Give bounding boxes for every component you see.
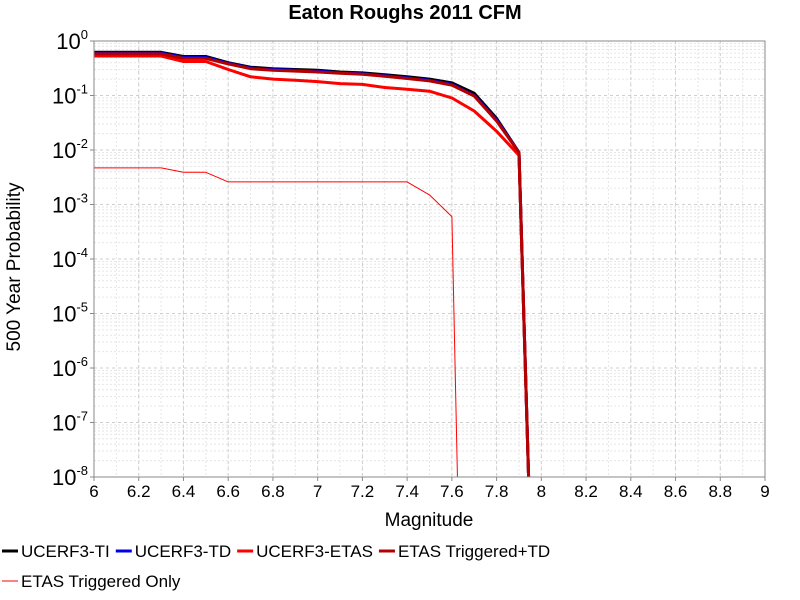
y-axis-label: 500 Year Probability: [4, 182, 25, 352]
x-tick-label: 6.4: [172, 482, 196, 501]
x-tick-label: 8.8: [708, 482, 732, 501]
y-tick-label: 10-6: [52, 354, 88, 381]
y-tick-label: 10-5: [52, 300, 88, 327]
x-tick-label: 7: [313, 482, 322, 501]
legend-label-0: UCERF3-TI: [21, 542, 110, 561]
chart-title: Eaton Roughs 2011 CFM: [288, 2, 521, 24]
x-tick-label: 9: [760, 482, 769, 501]
x-tick-label: 6.2: [127, 482, 151, 501]
y-axis-ticks: 100 10-1 10-2 10-3 10-4 10-5 10-6 10-7 10-8: [52, 27, 94, 490]
legend-label-2: UCERF3-ETAS: [256, 542, 373, 561]
x-axis-label: Magnitude: [385, 510, 474, 531]
y-tick-label: 100: [56, 27, 88, 54]
y-tick-label: 10-7: [52, 409, 88, 436]
x-tick-label: 6.6: [216, 482, 240, 501]
x-tick-label: 6.8: [261, 482, 285, 501]
y-tick-label: 10-8: [52, 463, 88, 490]
legend: UCERF3-TI UCERF3-TD UCERF3-ETAS ETAS Trigge…: [2, 542, 550, 591]
x-tick-label: 8: [537, 482, 546, 501]
y-tick-label: 10-2: [52, 136, 88, 163]
x-tick-label: 7.8: [485, 482, 509, 501]
x-tick-label: 6: [89, 482, 98, 501]
x-axis-ticks: 6 6.2 6.4 6.6 6.8 7 7.2 7.4 7.6 7.8 8 8.2 8.4 8.6 8.8 9: [89, 477, 770, 501]
series-line-2: [94, 54, 531, 477]
legend-label-3: ETAS Triggered+TD: [398, 542, 550, 561]
x-tick-label: 8.6: [664, 482, 688, 501]
x-tick-label: 7.6: [440, 482, 464, 501]
x-tick-label: 8.4: [619, 482, 643, 501]
x-tick-label: 7.2: [351, 482, 375, 501]
legend-label-4: ETAS Triggered Only: [21, 572, 181, 591]
series-line-4: [94, 167, 458, 477]
x-tick-label: 7.4: [395, 482, 419, 501]
series-line-3: [94, 52, 531, 477]
legend-label-1: UCERF3-TD: [135, 542, 231, 561]
y-tick-label: 10-1: [52, 82, 88, 109]
series-layer: [94, 50, 531, 477]
y-tick-label: 10-3: [52, 191, 88, 218]
y-tick-label: 10-4: [52, 245, 88, 272]
x-tick-label: 8.2: [574, 482, 598, 501]
